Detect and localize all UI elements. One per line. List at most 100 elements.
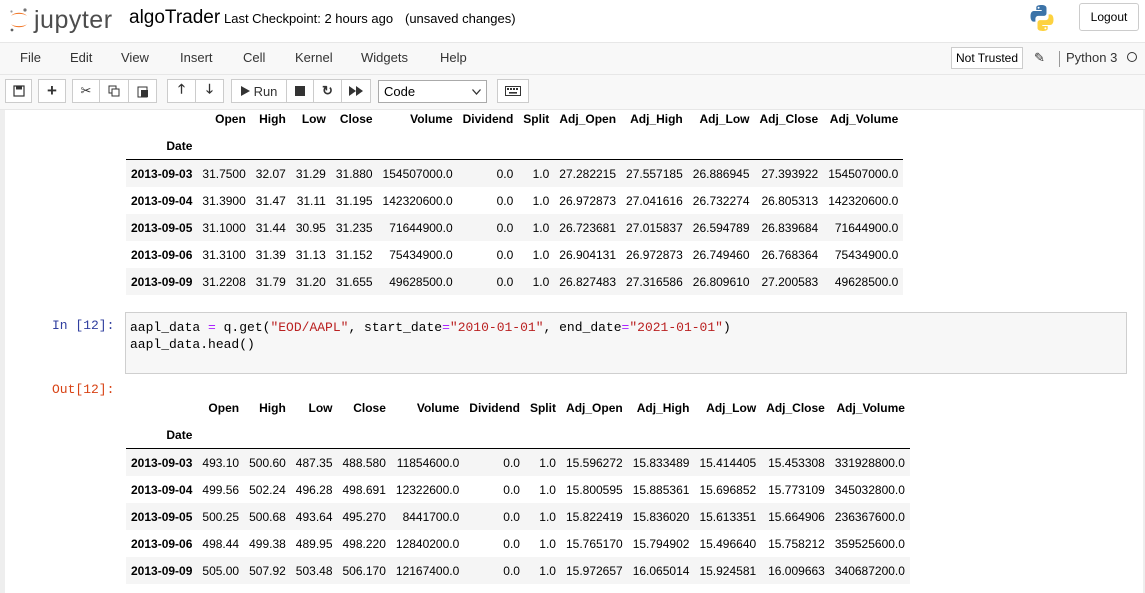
- table-cell: 1.0: [539, 563, 556, 578]
- table-cell: 8441700.0: [402, 509, 460, 524]
- code-token: , start_date: [348, 320, 443, 335]
- menu-view[interactable]: View: [121, 50, 149, 65]
- column-header: Volume: [410, 111, 453, 126]
- logout-button[interactable]: Logout: [1079, 3, 1139, 31]
- edit-pencil-icon[interactable]: ✎: [1034, 50, 1045, 65]
- row-index-date: 2013-09-05: [131, 220, 193, 235]
- code-token: =: [442, 320, 450, 335]
- table-cell: 15.664906: [768, 509, 825, 524]
- copy-button[interactable]: [99, 79, 129, 103]
- paste-button[interactable]: [128, 79, 157, 103]
- table-cell: 31.195: [335, 193, 373, 208]
- empty-header-cell: [244, 421, 291, 449]
- menu-help[interactable]: Help: [440, 50, 467, 65]
- jupyter-logo[interactable]: jupyter: [8, 5, 113, 35]
- table-cell: 31.880: [335, 166, 373, 181]
- empty-header-cell: [694, 421, 762, 449]
- table-cell: 1.0: [539, 482, 556, 497]
- table-cell: 503.48: [295, 563, 333, 578]
- table-cell: 345032800.0: [834, 482, 905, 497]
- table-cell: 359525600.0: [834, 536, 905, 551]
- menu-widgets[interactable]: Widgets: [361, 50, 408, 65]
- table-cell: 26.886945: [692, 166, 750, 181]
- table-cell: 30.95: [295, 220, 326, 235]
- cell-type-value: Code: [384, 84, 416, 99]
- not-trusted-button[interactable]: Not Trusted: [951, 47, 1023, 69]
- empty-header-cell: [197, 132, 251, 160]
- table-cell: 0.0: [496, 247, 514, 262]
- table-row: 2013-09-04 499.56 502.24 496.28 498.691 12322…: [126, 476, 910, 503]
- column-header: Split: [529, 400, 556, 415]
- table-cell: 1.0: [539, 509, 556, 524]
- table-cell: 142320600.0: [382, 193, 453, 208]
- table-cell: 26.732274: [692, 193, 750, 208]
- table-cell: 27.041616: [626, 193, 683, 208]
- table-cell: 49628500.0: [389, 274, 453, 289]
- edit-button-group: ✂: [72, 79, 157, 103]
- code-token: , end_date: [543, 320, 622, 335]
- menubar-divider: [1059, 51, 1060, 67]
- empty-header-cell: [250, 132, 291, 160]
- table-cell: 27.557185: [626, 166, 683, 181]
- index-name: Date: [126, 421, 198, 449]
- column-header: Adj_Volume: [829, 111, 899, 126]
- table-cell: 0.0: [503, 536, 520, 551]
- cut-button[interactable]: ✂: [72, 79, 100, 103]
- code-cell-input[interactable]: aapl_data = q.get("EOD/AAPL", start_date…: [125, 312, 1127, 374]
- table-cell: 15.414405: [699, 455, 757, 470]
- command-palette-button[interactable]: [497, 79, 529, 103]
- table-cell: 15.765170: [565, 536, 623, 551]
- insert-cell-button[interactable]: +: [38, 79, 66, 103]
- table-cell: 15.972657: [565, 563, 623, 578]
- table-cell: 498.44: [202, 536, 240, 551]
- interrupt-button[interactable]: [286, 79, 314, 103]
- row-index-date: 2013-09-03: [131, 166, 193, 181]
- menu-insert[interactable]: Insert: [180, 50, 213, 65]
- table-cell: 500.25: [202, 509, 240, 524]
- move-down-button[interactable]: 🡓: [195, 79, 224, 103]
- code-token: "EOD/AAPL": [270, 320, 349, 335]
- table-row: 2013-09-09 31.2208 31.79 31.20 31.655 4962850…: [126, 268, 904, 295]
- table-row: 2013-09-06 31.3100 31.39 31.13 31.152 7543490…: [126, 241, 903, 268]
- cell-type-select[interactable]: Code: [378, 80, 487, 103]
- table-cell: 0.0: [496, 220, 514, 235]
- empty-header-cell: [560, 421, 628, 449]
- save-button[interactable]: [5, 79, 32, 103]
- table-cell: 0.0: [503, 482, 520, 497]
- row-index-date: 2013-09-04: [131, 482, 193, 497]
- empty-header-cell: [761, 421, 830, 449]
- restart-run-all-button[interactable]: [341, 79, 371, 103]
- index-name: Date: [126, 132, 198, 160]
- play-icon: [240, 86, 250, 96]
- table-cell: 16.065014: [632, 563, 690, 578]
- table-cell: 496.28: [295, 482, 333, 497]
- table-row: 2013-09-06 498.44 499.38 489.95 498.220 12840…: [126, 530, 910, 557]
- table-cell: 31.7500: [202, 166, 246, 181]
- menu-cell[interactable]: Cell: [243, 50, 266, 65]
- notebook-name[interactable]: algoTrader: [129, 7, 221, 28]
- column-header: Dividend: [462, 111, 514, 126]
- menu-edit[interactable]: Edit: [70, 50, 93, 65]
- empty-header-cell: [823, 132, 904, 160]
- table-cell: 15.833489: [632, 455, 690, 470]
- move-up-button[interactable]: 🡑: [167, 79, 196, 103]
- table-header-row: Open High Low Close Volume Dividend Split Adj_O…: [126, 105, 903, 132]
- empty-header-cell: [627, 421, 695, 449]
- row-index-date: 2013-09-05: [131, 509, 193, 524]
- table-cell: 31.79: [255, 274, 286, 289]
- column-header: Adj_Low: [706, 400, 757, 415]
- restart-button[interactable]: ↻: [313, 79, 342, 103]
- row-index-date: 2013-09-09: [131, 563, 193, 578]
- menu-file[interactable]: File: [20, 50, 41, 65]
- move-button-group: 🡑 🡓: [167, 79, 224, 103]
- table-cell: 1.0: [532, 166, 550, 181]
- column-header: Close: [353, 400, 386, 415]
- empty-header-cell: [524, 421, 561, 449]
- table-cell: 1.0: [532, 274, 550, 289]
- table-cell: 26.809610: [692, 274, 750, 289]
- menu-kernel[interactable]: Kernel: [295, 50, 333, 65]
- table-cell: 15.773109: [768, 482, 825, 497]
- empty-header-cell: [754, 132, 824, 160]
- run-button[interactable]: Run: [231, 79, 287, 103]
- empty-header-cell: [290, 421, 338, 449]
